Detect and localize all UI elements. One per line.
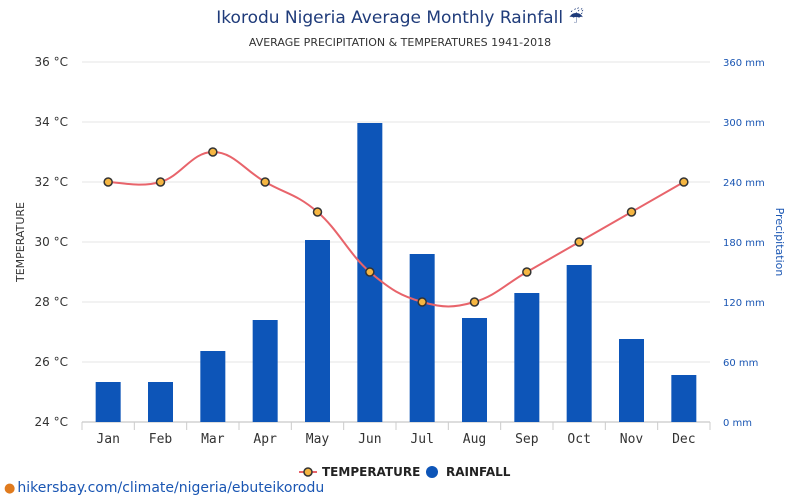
temperature-point-sep <box>522 267 532 277</box>
temperature-point-mar <box>208 147 218 157</box>
legend-rainfall-marker <box>426 466 438 478</box>
rainfall-bar-aug <box>462 318 487 422</box>
month-label: Jul <box>410 432 433 447</box>
precipitation-tick-label: 300 mm <box>723 118 765 129</box>
temperature-tick-label: 24 °C <box>35 415 68 429</box>
month-label: Jun <box>358 432 381 447</box>
precipitation-axis-ticks: 0 mm 60 mm 120 mm 180 mm 240 mm 300 mm 360 mm <box>723 58 765 429</box>
precipitation-tick-label: 180 mm <box>723 238 765 249</box>
temperature-tick-label: 32 °C <box>35 175 68 189</box>
rainfall-bar-oct <box>566 265 592 422</box>
rainfall-bar-apr <box>252 320 278 422</box>
month-label: Jan <box>96 432 119 447</box>
temperature-tick-label: 26 °C <box>35 355 68 369</box>
temperature-point-nov <box>626 207 637 217</box>
rainfall-bar-nov <box>619 339 644 422</box>
month-label: Apr <box>253 432 277 447</box>
temperature-point-feb <box>155 177 166 187</box>
temperature-axis-label: TEMPERATURE <box>14 202 27 283</box>
temperature-tick-label: 34 °C <box>35 115 68 129</box>
precipitation-tick-label: 120 mm <box>723 298 765 309</box>
temperature-point-apr <box>260 177 270 187</box>
month-label: Dec <box>672 432 695 447</box>
temperature-tick-label: 28 °C <box>35 295 68 309</box>
rainfall-bar-feb <box>148 382 173 422</box>
temperature-tick-label: 36 °C <box>35 55 68 69</box>
legend: TEMPERATURE RAINFALL <box>299 465 511 479</box>
source-link-text: hikersbay.com/climate/nigeria/ebuteikoro… <box>17 480 325 496</box>
rainfall-bar-sep <box>514 293 540 422</box>
temperature-point-jun <box>365 267 375 277</box>
temperature-point-jul <box>417 297 427 307</box>
rainfall-bar-mar <box>200 351 226 422</box>
month-label: Feb <box>149 432 173 447</box>
temperature-point-oct <box>574 237 584 247</box>
precipitation-tick-label: 0 mm <box>723 418 752 429</box>
chart-subtitle: AVERAGE PRECIPITATION & TEMPERATURES 194… <box>249 36 551 49</box>
legend-item-temperature[interactable]: TEMPERATURE <box>299 465 420 479</box>
month-axis: Jan Feb Mar Apr May Jun Jul Aug Sep Oct Nov Dec <box>81 422 711 447</box>
legend-temperature-label: TEMPERATURE <box>322 465 420 479</box>
chart-title: Ikorodu Nigeria Average Monthly Rainfall… <box>216 7 583 28</box>
temperature-point-dec <box>679 177 689 187</box>
temperature-line <box>108 150 685 308</box>
rainfall-bar-may <box>305 240 330 422</box>
month-label: Sep <box>515 432 539 447</box>
temperature-point-may <box>312 207 323 217</box>
rainfall-bar-jul <box>409 254 435 422</box>
legend-item-rainfall[interactable]: RAINFALL <box>426 465 511 479</box>
month-label: Aug <box>463 432 486 447</box>
legend-rainfall-label: RAINFALL <box>446 465 511 479</box>
month-label: Mar <box>201 432 225 447</box>
temperature-markers <box>103 147 689 307</box>
location-pin-icon: ● <box>4 481 16 496</box>
legend-temperature-marker <box>303 467 313 477</box>
month-label: Oct <box>567 432 590 447</box>
gridlines <box>82 61 710 423</box>
precipitation-axis-label: Precipitation <box>773 208 786 277</box>
precipitation-tick-label: 240 mm <box>723 178 765 189</box>
rainfall-bar-jan <box>95 382 121 422</box>
temperature-point-jan <box>103 177 113 187</box>
precipitation-tick-label: 60 mm <box>723 358 758 369</box>
rainfall-bar-dec <box>671 375 697 422</box>
rainfall-bars <box>95 123 697 422</box>
temperature-tick-label: 30 °C <box>35 235 68 249</box>
month-label: May <box>306 432 330 447</box>
precipitation-tick-label: 360 mm <box>723 58 765 69</box>
temperature-axis-ticks: 24 °C 26 °C 28 °C 30 °C 32 °C 34 °C 36 °C <box>35 55 68 429</box>
month-label: Nov <box>620 432 644 447</box>
temperature-point-aug <box>469 297 480 307</box>
source-link[interactable]: ● hikersbay.com/climate/nigeria/ebuteikor… <box>4 480 324 496</box>
